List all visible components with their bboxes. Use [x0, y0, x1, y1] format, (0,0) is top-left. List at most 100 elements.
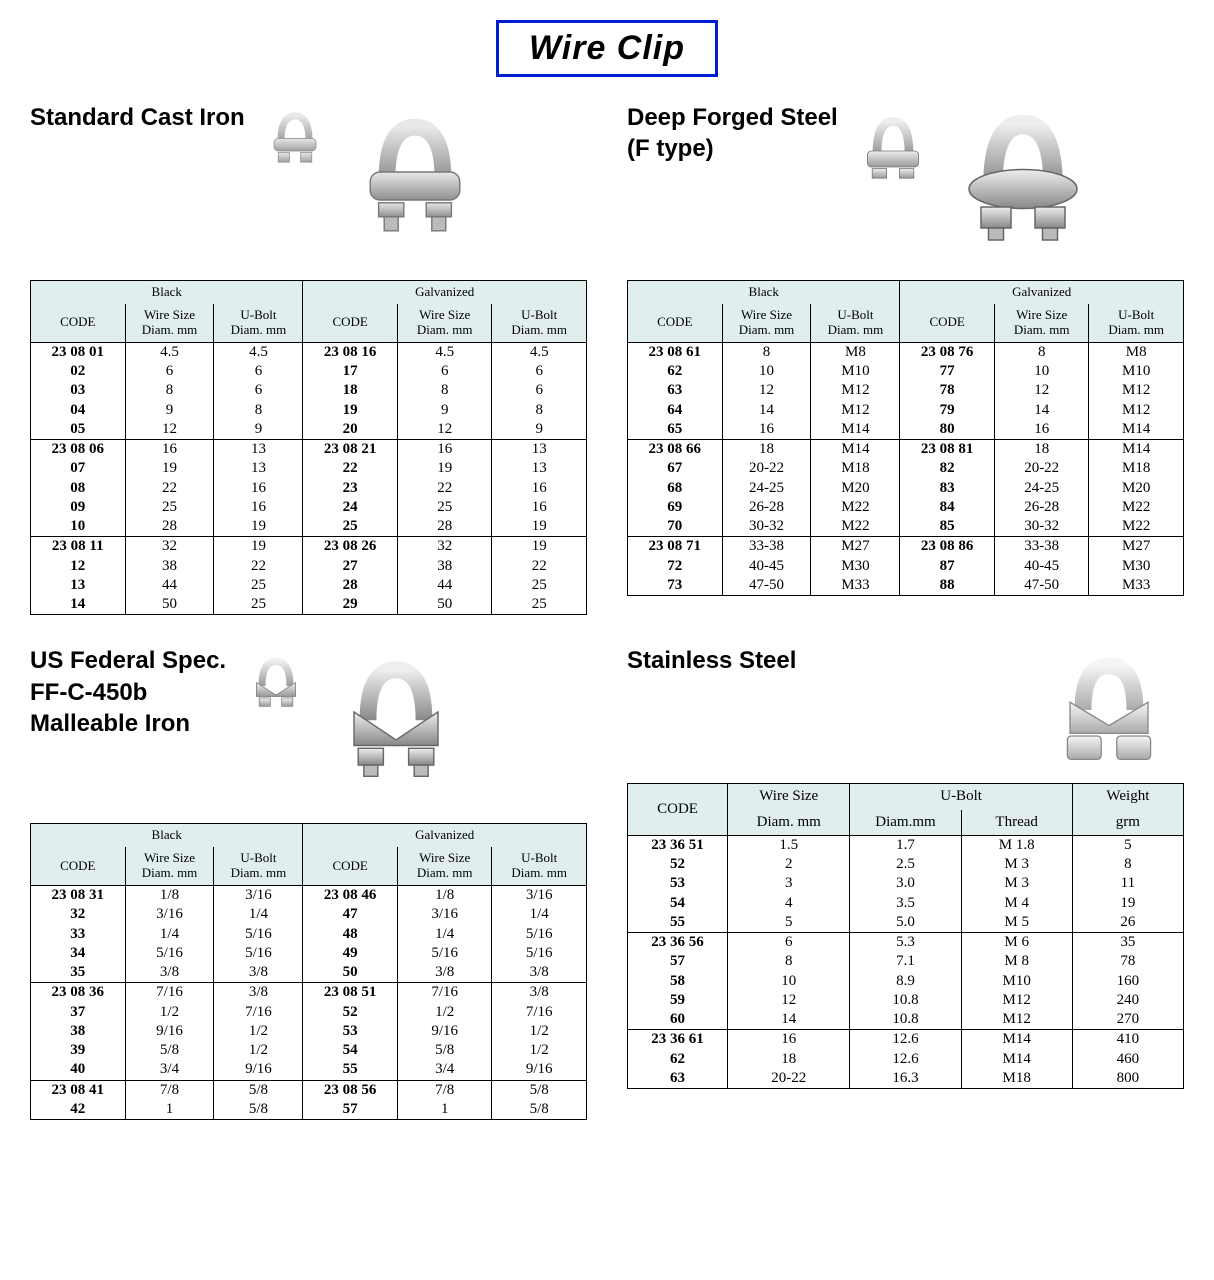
col-ubolt: U-BoltDiam. mm [1089, 304, 1184, 342]
table-cell: 47 [303, 905, 398, 924]
table-cell: 5/8 [125, 1041, 214, 1060]
table-cell: 30-32 [722, 517, 811, 537]
table-cell: 38 [397, 557, 492, 576]
table-cell: 8 [728, 952, 850, 971]
table-cell: M12 [961, 991, 1072, 1010]
table-cell: 5/16 [214, 944, 303, 963]
table-cell: 19 [303, 401, 398, 420]
table-cell: M33 [1089, 576, 1184, 596]
table-cell: 55 [303, 1060, 398, 1080]
table-cell: 1/4 [214, 905, 303, 924]
table-cell: 20-22 [722, 459, 811, 478]
table-cell: 52 [628, 855, 728, 874]
table-cell: 23 08 66 [628, 440, 723, 460]
table-row: 03861886 [31, 381, 587, 400]
table-cell: 10.8 [850, 1010, 961, 1030]
table-cell: 8 [125, 381, 214, 400]
table-row: 23 08 06161323 08 211613 [31, 440, 587, 460]
table-cell: 3/8 [397, 963, 492, 983]
table-cell: 5/8 [214, 1080, 303, 1100]
table-cell: 18 [994, 440, 1089, 460]
table-cell: 2 [728, 855, 850, 874]
table-cell: 47-50 [722, 576, 811, 596]
table-cell: 11 [1072, 874, 1183, 893]
table-cell: 87 [900, 557, 995, 576]
table-cell: 79 [900, 401, 995, 420]
table-cell: 6 [214, 362, 303, 381]
table-cell: 16 [214, 498, 303, 517]
table-cell: 03 [31, 381, 126, 400]
table-cell: 50 [397, 595, 492, 615]
col-diam: Diam. mm [728, 810, 850, 836]
table-cell: 16 [214, 479, 303, 498]
col-weight: Weight [1072, 784, 1183, 810]
table-cell: 77 [900, 362, 995, 381]
table-cell: 16 [397, 440, 492, 460]
table-cell: 22 [214, 557, 303, 576]
table-cell: 20 [303, 420, 398, 440]
table-cell: 12.6 [850, 1050, 961, 1069]
wire-clip-icon [853, 102, 933, 192]
table-cell: 8.9 [850, 972, 961, 991]
table-cell: M30 [811, 557, 900, 576]
table-row: 02661766 [31, 362, 587, 381]
table-cell: 85 [900, 517, 995, 537]
table-cell: 3/16 [125, 905, 214, 924]
table-cell: 5/16 [492, 925, 587, 944]
table-cell: 14 [728, 1010, 850, 1030]
table-cell: 26-28 [994, 498, 1089, 517]
table-cell: 88 [900, 576, 995, 596]
table-cell: 14 [31, 595, 126, 615]
table-cell: 16.3 [850, 1069, 961, 1089]
table-cell: 9 [214, 420, 303, 440]
tbody-ss: 23 36 511.51.7M 1.855222.5M 385333.0M 31… [628, 835, 1184, 1088]
table-cell: M14 [1089, 440, 1184, 460]
table-cell: 3/16 [492, 886, 587, 906]
table-cell: 14 [722, 401, 811, 420]
table-cell: 23 08 11 [31, 537, 126, 557]
table-row: 7347-50M338847-50M33 [628, 576, 1184, 596]
header-black: Black [31, 281, 303, 304]
table-cell: 33-38 [994, 537, 1089, 557]
table-cell: 5/8 [214, 1100, 303, 1120]
table-cell: 4.5 [492, 342, 587, 362]
table-deep: Black Galvanized CODE Wire SizeDiam. mm … [627, 280, 1184, 596]
table-cell: M 6 [961, 933, 1072, 953]
table-cell: M 8 [961, 952, 1072, 971]
table-cell: M20 [1089, 479, 1184, 498]
table-cell: 10 [722, 362, 811, 381]
table-cell: 23 08 76 [900, 342, 995, 362]
table-cell: 24-25 [994, 479, 1089, 498]
table-cell: 64 [628, 401, 723, 420]
col-code: CODE [303, 304, 398, 342]
table-cell: 22 [303, 459, 398, 478]
table-cell: 1/4 [125, 925, 214, 944]
col-wire-size: Wire SizeDiam. mm [125, 304, 214, 342]
col-code: CODE [31, 304, 126, 342]
col-wire-size: Wire SizeDiam. mm [125, 847, 214, 885]
table-cell: 65 [628, 420, 723, 440]
table-cell: M18 [1089, 459, 1184, 478]
table-cell: 16 [492, 479, 587, 498]
table-cell: M30 [1089, 557, 1184, 576]
table-cell: 54 [303, 1041, 398, 1060]
table-cell: 3.5 [850, 894, 961, 913]
table-row: 23 36 611612.6M14410 [628, 1030, 1184, 1050]
table-row: 23 08 367/163/823 08 517/163/8 [31, 983, 587, 1003]
table-cell: 19 [492, 517, 587, 537]
table-cell: 25 [492, 576, 587, 595]
table-cell: M 3 [961, 874, 1072, 893]
table-cell: 70 [628, 517, 723, 537]
table-row: 371/27/16521/27/16 [31, 1003, 587, 1022]
table-cell: 4.5 [214, 342, 303, 362]
table-cell: 6 [492, 381, 587, 400]
wire-clip-icon [241, 645, 311, 720]
table-cell: 3.0 [850, 874, 961, 893]
table-cell: 3/8 [214, 963, 303, 983]
table-cell: 23 08 36 [31, 983, 126, 1003]
col-ubolt-diam: Diam.mm [850, 810, 961, 836]
tbody-usfed: 23 08 311/83/1623 08 461/83/16323/161/44… [31, 886, 587, 1120]
table-cell: 63 [628, 1069, 728, 1089]
table-cell: 9 [125, 401, 214, 420]
table-cell: 10 [994, 362, 1089, 381]
